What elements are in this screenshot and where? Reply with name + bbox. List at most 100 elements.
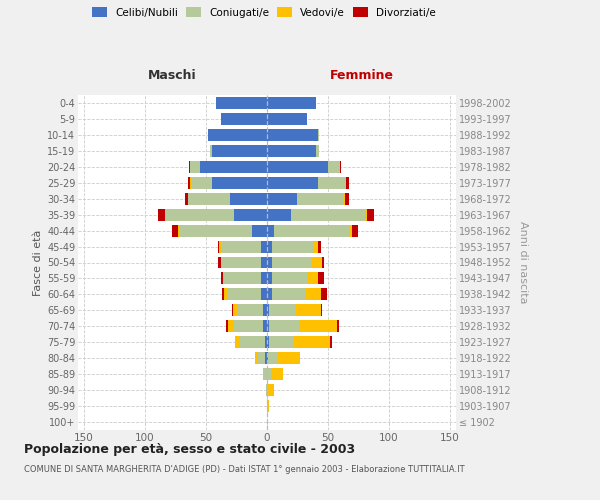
- Bar: [209, 145, 212, 157]
- Bar: [267, 288, 272, 300]
- Bar: [222, 288, 224, 300]
- Bar: [190, 161, 200, 173]
- Bar: [234, 320, 263, 332]
- Bar: [261, 272, 267, 284]
- Bar: [320, 304, 322, 316]
- Bar: [268, 352, 278, 364]
- Bar: [263, 304, 267, 316]
- Bar: [345, 177, 346, 188]
- Bar: [267, 320, 269, 332]
- Bar: [216, 97, 267, 109]
- Bar: [312, 256, 322, 268]
- Bar: [272, 256, 312, 268]
- Bar: [267, 161, 328, 173]
- Bar: [367, 208, 374, 220]
- Bar: [294, 336, 331, 348]
- Bar: [222, 256, 261, 268]
- Bar: [318, 240, 320, 252]
- Bar: [271, 368, 283, 380]
- Bar: [269, 336, 294, 348]
- Bar: [298, 192, 344, 204]
- Bar: [221, 272, 223, 284]
- Bar: [212, 145, 267, 157]
- Bar: [346, 177, 349, 188]
- Bar: [240, 336, 265, 348]
- Bar: [308, 272, 318, 284]
- Bar: [228, 320, 234, 332]
- Bar: [178, 224, 179, 236]
- Bar: [267, 384, 268, 396]
- Bar: [224, 288, 227, 300]
- Text: Femmine: Femmine: [329, 70, 394, 82]
- Bar: [223, 272, 224, 284]
- Bar: [226, 320, 228, 332]
- Bar: [322, 256, 325, 268]
- Bar: [316, 145, 319, 157]
- Bar: [345, 192, 349, 204]
- Bar: [261, 288, 267, 300]
- Bar: [267, 272, 272, 284]
- Bar: [267, 208, 292, 220]
- Bar: [265, 336, 267, 348]
- Bar: [232, 304, 233, 316]
- Bar: [267, 400, 269, 412]
- Bar: [267, 129, 318, 141]
- Bar: [267, 256, 272, 268]
- Bar: [263, 320, 267, 332]
- Bar: [272, 272, 308, 284]
- Bar: [190, 177, 191, 188]
- Bar: [320, 288, 327, 300]
- Bar: [200, 161, 267, 173]
- Bar: [235, 336, 240, 348]
- Bar: [365, 208, 367, 220]
- Bar: [255, 352, 257, 364]
- Y-axis label: Anni di nascita: Anni di nascita: [518, 221, 529, 304]
- Bar: [221, 113, 267, 125]
- Bar: [221, 256, 222, 268]
- Bar: [274, 224, 350, 236]
- Bar: [318, 272, 325, 284]
- Bar: [344, 192, 345, 204]
- Text: Maschi: Maschi: [148, 70, 197, 82]
- Bar: [340, 161, 341, 173]
- Bar: [233, 304, 236, 316]
- Bar: [188, 177, 190, 188]
- Bar: [189, 161, 190, 173]
- Bar: [220, 240, 221, 252]
- Bar: [212, 177, 267, 188]
- Bar: [208, 129, 267, 141]
- Bar: [313, 240, 318, 252]
- Bar: [224, 272, 261, 284]
- Bar: [350, 224, 352, 236]
- Bar: [267, 113, 307, 125]
- Bar: [272, 288, 306, 300]
- Bar: [263, 368, 267, 380]
- Text: COMUNE DI SANTA MARGHERITA D'ADIGE (PD) - Dati ISTAT 1° gennaio 2003 - Elaborazi: COMUNE DI SANTA MARGHERITA D'ADIGE (PD) …: [24, 466, 464, 474]
- Bar: [269, 320, 300, 332]
- Bar: [300, 320, 337, 332]
- Bar: [296, 304, 320, 316]
- Bar: [261, 256, 267, 268]
- Bar: [179, 224, 253, 236]
- Bar: [265, 352, 267, 364]
- Bar: [188, 192, 230, 204]
- Bar: [234, 208, 267, 220]
- Bar: [218, 256, 221, 268]
- Bar: [268, 384, 274, 396]
- Y-axis label: Fasce di età: Fasce di età: [32, 230, 43, 296]
- Bar: [292, 208, 365, 220]
- Bar: [227, 288, 261, 300]
- Bar: [306, 288, 320, 300]
- Bar: [221, 240, 261, 252]
- Bar: [267, 336, 269, 348]
- Bar: [164, 208, 234, 220]
- Legend: Celibi/Nubili, Coniugati/e, Vedovi/e, Divorziati/e: Celibi/Nubili, Coniugati/e, Vedovi/e, Di…: [90, 5, 438, 20]
- Bar: [318, 129, 319, 141]
- Bar: [253, 224, 267, 236]
- Bar: [266, 384, 267, 396]
- Bar: [278, 352, 300, 364]
- Bar: [328, 161, 340, 173]
- Bar: [236, 304, 263, 316]
- Bar: [230, 192, 267, 204]
- Bar: [267, 145, 316, 157]
